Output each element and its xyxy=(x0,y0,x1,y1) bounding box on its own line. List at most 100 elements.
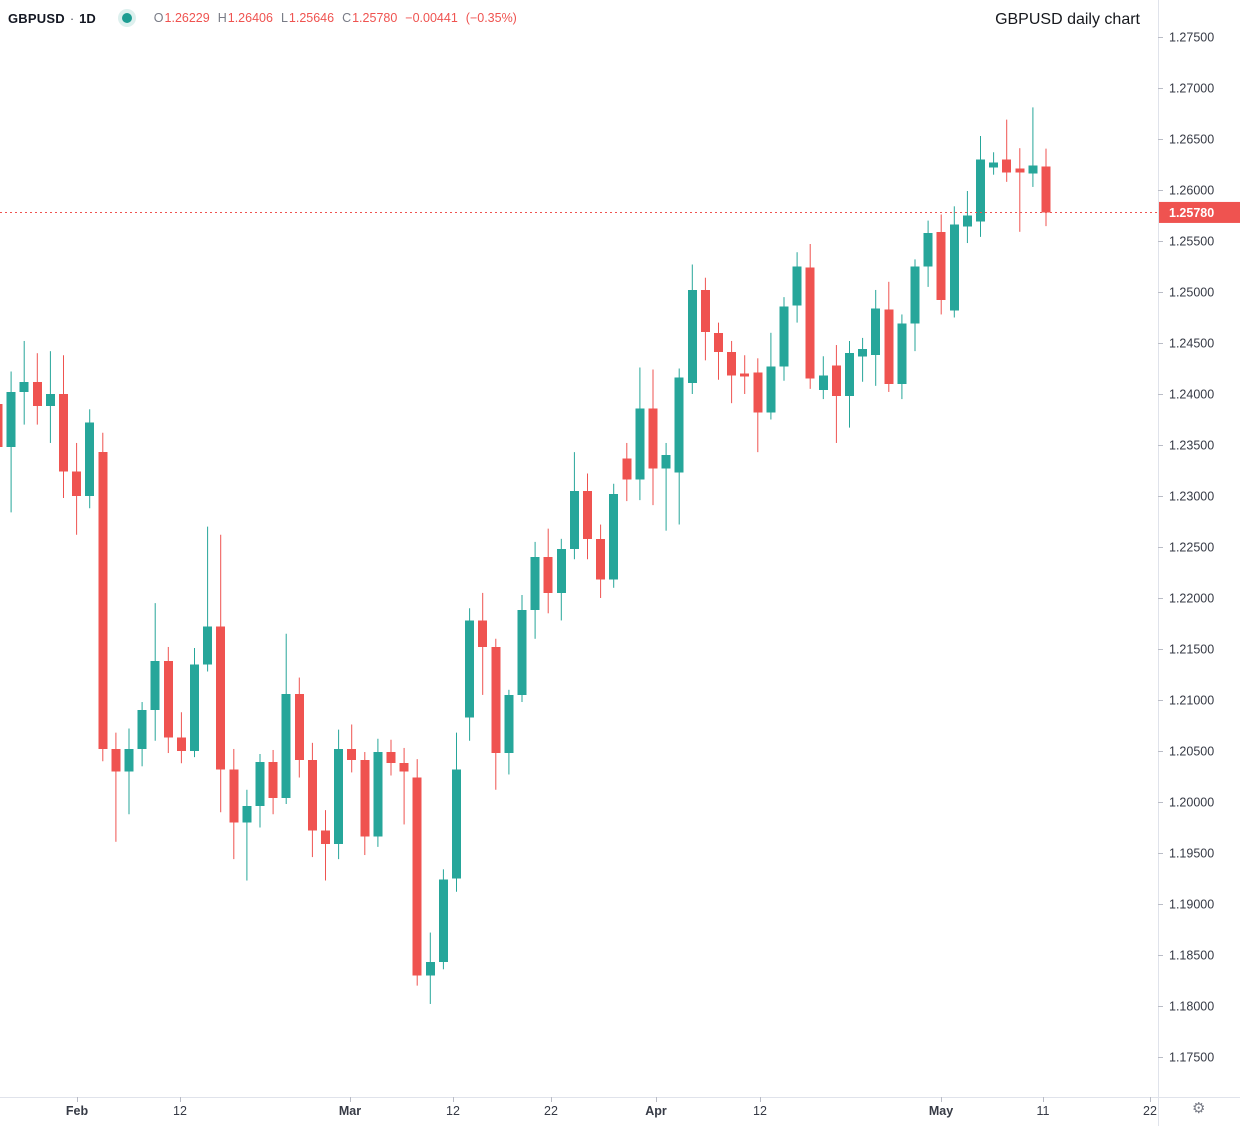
candle-body-up xyxy=(845,353,854,397)
candle-body-down xyxy=(0,404,3,448)
candle-body-down xyxy=(700,289,710,332)
candle-body-down xyxy=(268,762,278,798)
change-percent: (−0.35%) xyxy=(465,11,517,25)
candle-body-up xyxy=(255,762,265,807)
candle-body-down xyxy=(543,557,553,593)
x-axis-label: 12 xyxy=(753,1104,767,1118)
candle-body-up xyxy=(203,626,213,665)
candle-body-down xyxy=(399,763,409,772)
y-axis-label: 1.27000 xyxy=(1169,82,1214,96)
candle-body-down xyxy=(805,267,815,379)
time-axis[interactable] xyxy=(0,1097,1158,1126)
x-axis-label: Feb xyxy=(66,1104,89,1118)
candle-body-down xyxy=(583,490,592,539)
candle-body-up xyxy=(792,266,802,306)
candle-body-down xyxy=(294,693,304,761)
y-axis-label: 1.22500 xyxy=(1169,541,1214,555)
y-axis-label: 1.19000 xyxy=(1169,898,1214,912)
candle-body-down xyxy=(478,620,488,647)
candle-body-up xyxy=(425,962,435,976)
candle-body-down xyxy=(32,381,42,407)
ohlc-readout: O 1.26229 H 1.26406 L 1.25646 C 1.25780 … xyxy=(154,11,517,25)
x-axis-label: Apr xyxy=(645,1104,667,1118)
candle-body-down xyxy=(307,760,317,831)
y-axis-label: 1.24000 xyxy=(1169,388,1214,402)
chart-title: GBPUSD daily chart xyxy=(995,11,1140,28)
candle-body-down xyxy=(347,748,357,761)
candle-body-down xyxy=(386,752,396,764)
price-axis[interactable] xyxy=(1158,0,1240,1097)
candle-body-up xyxy=(452,769,461,879)
candle-body-up xyxy=(910,266,920,324)
candle-body-up xyxy=(989,162,999,168)
x-axis-label: Mar xyxy=(339,1104,361,1118)
x-axis-label: 11 xyxy=(1037,1104,1050,1118)
candle-body-up xyxy=(897,323,907,384)
y-axis-label: 1.18000 xyxy=(1169,1000,1214,1014)
candle-body-up xyxy=(242,806,252,823)
candle-body-up xyxy=(635,408,645,480)
candle-body-up xyxy=(609,493,619,580)
y-axis-label: 1.21500 xyxy=(1169,643,1214,657)
y-axis-label: 1.23000 xyxy=(1169,490,1214,504)
candle-body-up xyxy=(19,381,29,392)
x-axis-label: May xyxy=(929,1104,953,1118)
candle-body-down xyxy=(491,646,501,754)
low-label: L xyxy=(280,11,288,25)
y-axis-label: 1.18500 xyxy=(1169,949,1214,963)
candle-body-up xyxy=(281,693,291,798)
y-axis-label: 1.25500 xyxy=(1169,235,1214,249)
y-axis-label: 1.19500 xyxy=(1169,847,1214,861)
candle-body-up xyxy=(1028,165,1038,174)
interval-label[interactable]: 1D xyxy=(79,10,96,26)
open-label: O xyxy=(153,11,164,25)
candle-body-down xyxy=(1015,168,1025,173)
y-axis-label: 1.21000 xyxy=(1169,694,1214,708)
y-axis-label: 1.27500 xyxy=(1169,31,1214,45)
candle-body-up xyxy=(124,748,134,772)
symbol-legend: GBPUSD · 1D O 1.26229 H 1.26406 L 1.2564… xyxy=(8,9,517,27)
x-axis-label: 22 xyxy=(1143,1104,1157,1118)
candle-body-down xyxy=(936,231,946,301)
candle-body-down xyxy=(727,352,737,376)
candle-body-up xyxy=(334,748,344,844)
open-value: 1.26229 xyxy=(164,11,210,25)
candle-body-down xyxy=(622,458,632,480)
y-axis-label: 1.24500 xyxy=(1169,337,1214,351)
settings-gear-icon[interactable]: ⚙ xyxy=(1192,1100,1206,1117)
candle-body-up xyxy=(858,349,868,357)
candle-body-up xyxy=(45,394,55,407)
candle-body-up xyxy=(150,661,160,711)
candle-body-down xyxy=(360,760,370,837)
change-value: −0.00441 xyxy=(405,11,458,25)
candle-body-up xyxy=(504,694,514,754)
candle-body-down xyxy=(163,661,173,738)
candle-body-down xyxy=(753,372,763,413)
y-axis-label: 1.17500 xyxy=(1169,1051,1214,1065)
candle-body-down xyxy=(714,332,723,353)
candle-body-down xyxy=(59,394,68,472)
y-axis-label: 1.20000 xyxy=(1169,796,1214,810)
candle-body-up xyxy=(517,610,527,695)
candle-body-up xyxy=(465,620,475,718)
candle-body-down xyxy=(176,737,186,751)
candle-body-down xyxy=(321,830,330,844)
candle-body-up xyxy=(85,422,95,496)
candle-body-down xyxy=(98,452,108,749)
symbol-name[interactable]: GBPUSD xyxy=(8,10,65,26)
candle-body-down xyxy=(648,408,658,469)
candle-body-down xyxy=(216,626,226,770)
high-value: 1.26406 xyxy=(227,11,273,25)
candle-body-up xyxy=(6,391,16,448)
candle-body-up xyxy=(687,289,697,383)
candle-body-up xyxy=(976,159,985,222)
close-label: C xyxy=(342,11,352,25)
last-price-label-bg xyxy=(1159,201,1240,223)
y-axis-label: 1.23500 xyxy=(1169,439,1214,453)
candle-body-down xyxy=(412,777,422,976)
candle-body-up xyxy=(962,215,972,227)
candle-body-down xyxy=(596,538,606,580)
y-axis-label: 1.22000 xyxy=(1169,592,1214,606)
